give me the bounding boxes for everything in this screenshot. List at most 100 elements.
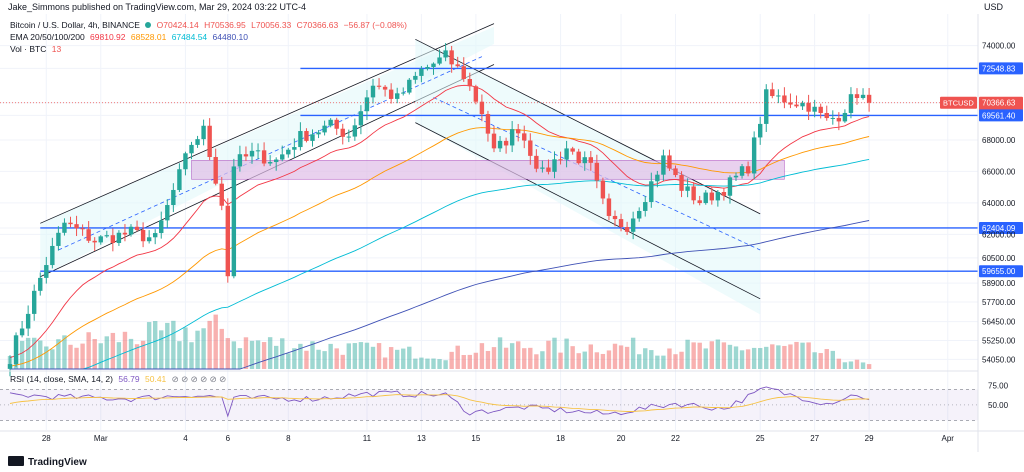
- candle[interactable]: [340, 123, 345, 145]
- candle[interactable]: [848, 87, 854, 119]
- candle[interactable]: [715, 190, 721, 207]
- candle[interactable]: [703, 190, 708, 205]
- candle[interactable]: [153, 229, 158, 245]
- candle[interactable]: [467, 72, 472, 91]
- candle[interactable]: [582, 151, 587, 171]
- candle[interactable]: [122, 224, 128, 242]
- candle[interactable]: [116, 230, 122, 246]
- candle[interactable]: [425, 64, 430, 71]
- symbol-title[interactable]: Bitcoin / U.S. Dollar, 4h, BINANCE: [10, 20, 140, 30]
- candle[interactable]: [788, 93, 793, 109]
- candle[interactable]: [159, 211, 164, 239]
- candle[interactable]: [836, 112, 842, 131]
- candle[interactable]: [509, 121, 515, 153]
- candle[interactable]: [667, 149, 672, 171]
- candle[interactable]: [189, 141, 194, 160]
- candle[interactable]: [13, 332, 19, 368]
- candle[interactable]: [794, 95, 799, 108]
- candle[interactable]: [292, 138, 297, 158]
- candle[interactable]: [739, 164, 745, 179]
- supply-zone[interactable]: [191, 160, 785, 180]
- candle[interactable]: [764, 84, 769, 132]
- candle[interactable]: [437, 49, 442, 66]
- candle[interactable]: [74, 215, 79, 237]
- candle[interactable]: [274, 157, 279, 171]
- candle[interactable]: [255, 143, 261, 160]
- candle[interactable]: [183, 151, 188, 176]
- candle[interactable]: [401, 87, 406, 96]
- candle[interactable]: [249, 142, 255, 164]
- candle[interactable]: [364, 90, 370, 121]
- candle[interactable]: [92, 237, 97, 251]
- level-price-tag[interactable]: [979, 62, 1023, 75]
- descending-channel-lower[interactable]: [415, 122, 761, 300]
- rsi-sma-line[interactable]: [9, 394, 870, 412]
- candle[interactable]: [25, 305, 31, 337]
- candle[interactable]: [854, 88, 860, 105]
- candle[interactable]: [818, 103, 823, 119]
- candle[interactable]: [419, 66, 424, 83]
- candle[interactable]: [534, 149, 539, 173]
- candle[interactable]: [56, 226, 61, 251]
- candle[interactable]: [637, 207, 642, 222]
- candle[interactable]: [328, 118, 333, 128]
- candle[interactable]: [322, 120, 327, 136]
- candle[interactable]: [576, 148, 581, 165]
- candle[interactable]: [497, 136, 503, 152]
- candle[interactable]: [594, 154, 600, 189]
- candle[interactable]: [564, 140, 569, 168]
- candle[interactable]: [558, 151, 563, 165]
- candle[interactable]: [751, 131, 757, 180]
- candle[interactable]: [691, 182, 696, 205]
- level-price-tag[interactable]: [979, 265, 1023, 278]
- candle[interactable]: [479, 94, 485, 122]
- candle[interactable]: [316, 130, 321, 139]
- candle[interactable]: [243, 146, 249, 162]
- rsi-legend[interactable]: RSI (14, close, SMA, 14, 2) 56.79 50.41 …: [10, 374, 229, 385]
- candle[interactable]: [770, 82, 775, 99]
- candle[interactable]: [334, 117, 339, 135]
- ema200-line[interactable]: [10, 220, 870, 370]
- level-price-tag[interactable]: [979, 109, 1023, 122]
- candle[interactable]: [612, 210, 618, 227]
- candle[interactable]: [44, 256, 49, 284]
- candle[interactable]: [165, 199, 170, 228]
- candle[interactable]: [806, 94, 811, 121]
- candle[interactable]: [134, 220, 140, 232]
- candle[interactable]: [128, 224, 134, 237]
- candle[interactable]: [546, 159, 551, 175]
- candle[interactable]: [62, 218, 67, 236]
- candle[interactable]: [758, 116, 763, 145]
- candle[interactable]: [528, 133, 533, 165]
- candle[interactable]: [19, 320, 25, 338]
- candle[interactable]: [449, 45, 454, 73]
- ema-legend[interactable]: EMA 20/50/100/200 69810.92 68528.01 6748…: [10, 32, 251, 42]
- candle[interactable]: [286, 147, 291, 158]
- candle[interactable]: [201, 119, 206, 146]
- candle[interactable]: [146, 230, 152, 244]
- candle[interactable]: [177, 163, 182, 193]
- candle[interactable]: [32, 284, 37, 321]
- candle[interactable]: [697, 195, 702, 206]
- candle[interactable]: [503, 137, 509, 154]
- candle[interactable]: [733, 172, 739, 182]
- currency-label[interactable]: USD: [984, 2, 1004, 12]
- candle[interactable]: [866, 88, 872, 112]
- candle[interactable]: [455, 56, 460, 68]
- candle[interactable]: [7, 355, 13, 377]
- candle[interactable]: [600, 177, 606, 205]
- candle[interactable]: [824, 105, 829, 121]
- candle[interactable]: [298, 122, 303, 151]
- level-price-tag[interactable]: [979, 221, 1023, 234]
- candle[interactable]: [776, 89, 781, 104]
- candle[interactable]: [231, 158, 237, 279]
- candle[interactable]: [552, 151, 557, 179]
- candle[interactable]: [237, 145, 243, 172]
- candle[interactable]: [86, 221, 91, 243]
- candle[interactable]: [207, 118, 212, 161]
- candle[interactable]: [370, 78, 376, 104]
- candle[interactable]: [661, 149, 666, 181]
- candle[interactable]: [140, 222, 146, 248]
- candle[interactable]: [171, 183, 176, 213]
